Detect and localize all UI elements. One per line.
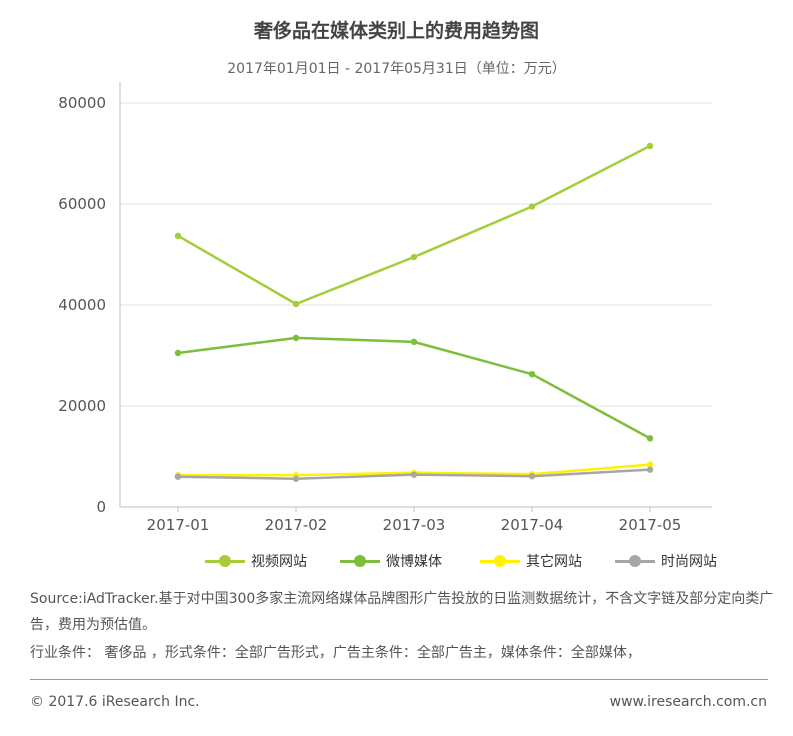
data-point [646,461,654,468]
y-tick-label: 0 [96,498,106,516]
data-point [646,142,654,150]
x-tick-label: 2017-01 [147,516,210,534]
copyright-text: © 2017.6 iResearch Inc. [30,694,200,710]
legend: 视频网站 微博媒体 其它网站 时尚网站 [205,550,765,572]
source-note: Source:iAdTracker.基于对中国300多家主流网络媒体品牌图形广告… [30,591,774,633]
legend-label: 微博媒体 [386,554,442,570]
legend-item: 视频网站 [205,550,307,572]
data-point [292,334,300,342]
legend-item: 其它网站 [480,550,582,572]
y-tick-label: 60000 [58,195,106,213]
legend-label: 时尚网站 [661,554,717,570]
y-axis: 0 20000 40000 60000 80000 [58,94,106,516]
series [174,466,654,482]
data-point [410,253,418,261]
series-line [177,336,651,440]
y-tick-label: 40000 [58,296,106,314]
legend-swatch [340,550,380,572]
data-point [410,338,418,346]
x-tick-label: 2017-02 [265,516,328,534]
series [174,142,654,308]
legend-label: 视频网站 [251,554,307,570]
chart-title: 奢侈品在媒体类别上的费用趋势图 [253,20,539,42]
data-point [410,471,418,478]
x-tick-label: 2017-04 [501,516,564,534]
data-point [528,203,536,210]
data-point [174,349,182,357]
y-tick-label: 80000 [58,94,106,112]
legend-swatch [480,550,520,572]
legend-label: 其它网站 [526,554,582,570]
x-axis: 2017-01 2017-02 2017-03 2017-04 2017-05 [147,507,682,534]
y-tick-label: 20000 [58,397,106,415]
chart-subtitle: 2017年01月01日 - 2017年05月31日（单位：万元） [227,61,566,77]
legend-item: 微博媒体 [340,550,442,572]
data-point [174,232,182,240]
series-line [177,144,651,306]
data-point [292,475,300,482]
data-point [528,370,536,378]
data-point [292,300,300,308]
x-tick-label: 2017-05 [619,516,682,534]
legend-item: 时尚网站 [615,550,717,572]
x-tick-label: 2017-03 [383,516,446,534]
data-point [646,466,654,473]
data-point [528,472,536,480]
footer-divider [30,679,768,680]
data-point [174,473,182,480]
series [174,334,654,442]
filter-conditions: 行业条件： 奢侈品 ，形式条件：全部广告形式，广告主条件：全部广告主，媒体条件：… [30,645,641,661]
legend-swatch [205,550,245,572]
series-group [174,142,654,482]
grid-lines [120,102,712,407]
website-link: www.iresearch.com.cn [609,694,767,710]
legend-swatch [615,550,655,572]
data-point [646,435,654,442]
